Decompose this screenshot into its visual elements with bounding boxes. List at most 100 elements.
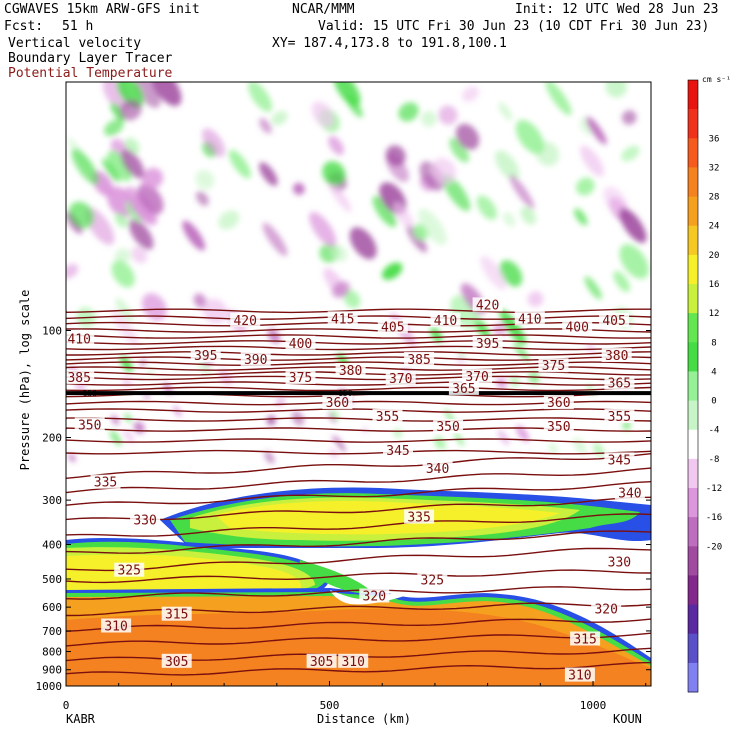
wave-cell bbox=[513, 342, 524, 356]
theta-contour bbox=[66, 481, 651, 506]
wave-cell bbox=[496, 377, 507, 389]
colorbar-swatch bbox=[688, 254, 698, 285]
wave-cell bbox=[545, 82, 572, 116]
theta-label-bg bbox=[433, 419, 464, 434]
wave-cell bbox=[195, 191, 209, 206]
colorbar-label: -16 bbox=[706, 513, 722, 523]
theta-label-bg bbox=[285, 370, 316, 384]
theta-label: 350 bbox=[436, 420, 459, 435]
wave-cell bbox=[421, 111, 437, 127]
valid-time: Valid: 15 UTC Fri 30 Jun 23 (10 CDT Fri … bbox=[318, 19, 710, 34]
wave-cell bbox=[622, 421, 631, 430]
wave-cell bbox=[456, 355, 466, 366]
colorbar-swatch bbox=[688, 458, 698, 489]
wave-cell bbox=[107, 150, 132, 182]
theta-label: 385 bbox=[67, 371, 90, 386]
wave-cell bbox=[349, 227, 377, 260]
wave-cell bbox=[259, 162, 278, 186]
theta-contour bbox=[66, 618, 651, 632]
wave-cell bbox=[322, 161, 346, 186]
theta-label: 410 bbox=[518, 312, 541, 327]
theta-label: 415 bbox=[331, 312, 354, 327]
wave-cell bbox=[442, 174, 471, 212]
theta-label-bg bbox=[335, 363, 366, 377]
theta-label: 335 bbox=[407, 511, 430, 526]
theta-label-bg bbox=[240, 351, 271, 366]
theta-label: 320 bbox=[363, 590, 386, 605]
colorbar-swatch bbox=[688, 546, 698, 576]
theta-label-bg bbox=[161, 653, 192, 668]
wave-cell bbox=[328, 135, 345, 156]
wave-cell bbox=[605, 82, 627, 98]
theta-label: 325 bbox=[117, 564, 140, 579]
wave-cell bbox=[548, 442, 559, 455]
colorbar-unit: cm s⁻¹ bbox=[702, 75, 731, 84]
colorbar-swatch bbox=[688, 80, 698, 110]
wave-cell bbox=[418, 208, 447, 245]
colorbar-frame bbox=[687, 79, 699, 693]
wave-cell bbox=[147, 368, 154, 375]
theta-label: 305 bbox=[310, 655, 333, 670]
center-label: NCAR/MMM bbox=[292, 2, 355, 17]
wave-cell bbox=[119, 99, 142, 121]
tropopause-label: 150 bbox=[338, 389, 353, 398]
theta-label: 350 bbox=[547, 420, 570, 435]
wave-cell bbox=[527, 291, 544, 307]
colorbar-label: 4 bbox=[711, 367, 716, 377]
theta-contour bbox=[66, 351, 651, 356]
wave-cell bbox=[431, 157, 456, 184]
wave-cell bbox=[110, 102, 125, 122]
theta-label-bg bbox=[74, 417, 105, 432]
colorbar-swatch bbox=[688, 284, 698, 314]
vertical-velocity-field bbox=[66, 82, 649, 464]
theta-contour bbox=[66, 340, 651, 345]
theta-contour bbox=[66, 513, 651, 537]
theta-label-bg bbox=[359, 588, 390, 603]
colorbar-label: -4 bbox=[709, 426, 720, 436]
wave-cell bbox=[584, 276, 602, 300]
theta-label: 325 bbox=[421, 574, 444, 589]
theta-label-bg bbox=[385, 371, 416, 386]
theta-label-bg bbox=[322, 395, 353, 410]
wave-cell bbox=[461, 86, 479, 102]
theta-label-bg bbox=[538, 358, 569, 373]
theta-contour bbox=[66, 569, 651, 584]
wave-cell bbox=[111, 260, 135, 288]
theta-label-bg bbox=[591, 601, 622, 616]
theta-label-bg bbox=[66, 370, 95, 384]
cross-section-xy: XY= 187.4,173.8 to 191.8,100.1 bbox=[272, 36, 507, 51]
wave-cell bbox=[621, 110, 637, 125]
init-time: Init: 12 UTC Wed 28 Jun 23 bbox=[515, 2, 719, 17]
wave-cell bbox=[575, 177, 595, 196]
wave-cell bbox=[343, 289, 361, 309]
colorbar-label: 8 bbox=[711, 338, 716, 348]
y-tick-label: 900 bbox=[42, 664, 62, 677]
colorbar-swatch bbox=[688, 225, 698, 256]
forecast-hour: 51 h bbox=[62, 19, 94, 34]
theta-label: 375 bbox=[289, 371, 312, 386]
colorbar-swatch bbox=[688, 342, 698, 372]
model-title: CGWAVES 15km ARW-GFS init bbox=[4, 2, 200, 17]
left-endpoint-label: KABR bbox=[66, 712, 96, 726]
wave-cell bbox=[438, 105, 458, 125]
theta-label: 310 bbox=[568, 669, 591, 684]
theta-contour bbox=[66, 334, 651, 339]
theta-label-bg bbox=[564, 667, 595, 682]
theta-label: 330 bbox=[608, 556, 631, 571]
wave-cell bbox=[309, 211, 337, 247]
theta-contour bbox=[66, 381, 651, 386]
theta-contour bbox=[66, 496, 651, 521]
theta-label-bg bbox=[327, 311, 358, 326]
x-axis: 0 500 1000 bbox=[63, 681, 647, 712]
wave-cell bbox=[115, 212, 128, 228]
theta-label: 350 bbox=[78, 419, 101, 434]
theta-label: 320 bbox=[594, 603, 617, 618]
theta-labels: 410 420 415 405 410 420 410 400 405 395 400 390 385 3… bbox=[66, 297, 645, 684]
theta-contour bbox=[66, 449, 651, 455]
theta-contour bbox=[66, 328, 651, 333]
colorbar-swatch bbox=[688, 371, 698, 401]
theta-label-bg bbox=[285, 335, 316, 350]
wave-cell bbox=[267, 328, 281, 344]
wave-cell bbox=[449, 137, 470, 163]
plot-frame bbox=[65, 81, 652, 687]
